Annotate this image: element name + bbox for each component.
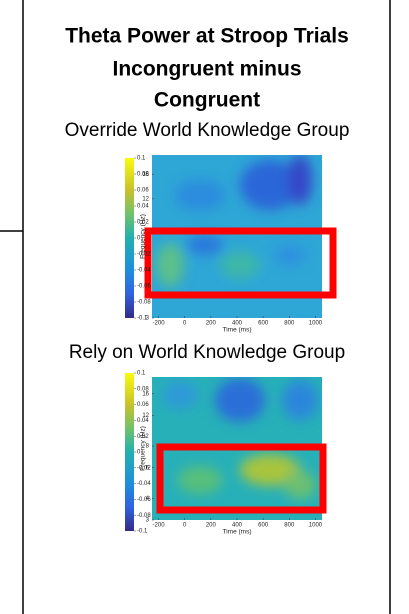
y-tick-label: 12	[142, 413, 149, 419]
colorbar-tick-label: -0.06	[137, 497, 151, 503]
x-tick-label: 600	[258, 523, 269, 529]
x-tick-label: 400	[232, 321, 243, 327]
title: Theta Power at Stroop Trials	[65, 25, 349, 48]
colorbar-tick-label: -0.08	[137, 300, 151, 306]
colorbar-tick-label: 0.06	[137, 188, 149, 194]
colorbar-tick-label: -0.1	[137, 529, 148, 535]
colorbar-tick-label: 0.1	[137, 371, 146, 377]
y-tick-label: 16	[142, 172, 149, 178]
x-tick-label: 800	[284, 523, 295, 529]
y-tick-label: 12	[142, 196, 149, 202]
y-axis-label: Frequency (Hz)	[140, 426, 147, 471]
x-tick-label: -200	[153, 523, 166, 529]
colorbar-tick-label: 0.1	[137, 156, 146, 162]
x-tick-label: -200	[153, 321, 166, 327]
colorbar-tick-label: 0.04	[137, 204, 149, 210]
colorbar-tick-label: -0.04	[137, 481, 151, 487]
x-tick-label: 1000	[309, 321, 323, 327]
colorbar-tick-label: 0.06	[137, 402, 149, 408]
x-axis-label: Time (ms)	[222, 327, 251, 334]
x-tick-label: 1000	[309, 523, 323, 529]
y-tick-label: 3	[146, 316, 150, 322]
x-tick-label: 0	[183, 523, 187, 529]
x-tick-label: 200	[206, 321, 217, 327]
title: Congruent	[154, 89, 260, 112]
x-axis-label: Time (ms)	[222, 529, 251, 536]
x-tick-label: 0	[183, 321, 187, 327]
colorbar-tick-label: -0.04	[137, 268, 151, 274]
colorbar-tick-label: -0.06	[137, 284, 151, 290]
colorbar-tick-label: -0.08	[137, 513, 151, 519]
figure: Theta Power at Stroop Trials Incongruent…	[0, 0, 409, 614]
x-tick-label: 600	[258, 321, 269, 327]
x-tick-label: 200	[206, 523, 217, 529]
colorbar	[125, 158, 134, 318]
panel-label: Override World Knowledge Group	[65, 120, 350, 141]
y-tick-label: 16	[142, 391, 149, 397]
y-axis-label: Frequency (Hz)	[140, 214, 147, 259]
title: Incongruent minus	[113, 58, 302, 81]
x-tick-label: 800	[284, 321, 295, 327]
colorbar	[125, 373, 134, 531]
x-tick-label: 400	[232, 523, 243, 529]
panel-label: Rely on World Knowledge Group	[69, 342, 345, 363]
